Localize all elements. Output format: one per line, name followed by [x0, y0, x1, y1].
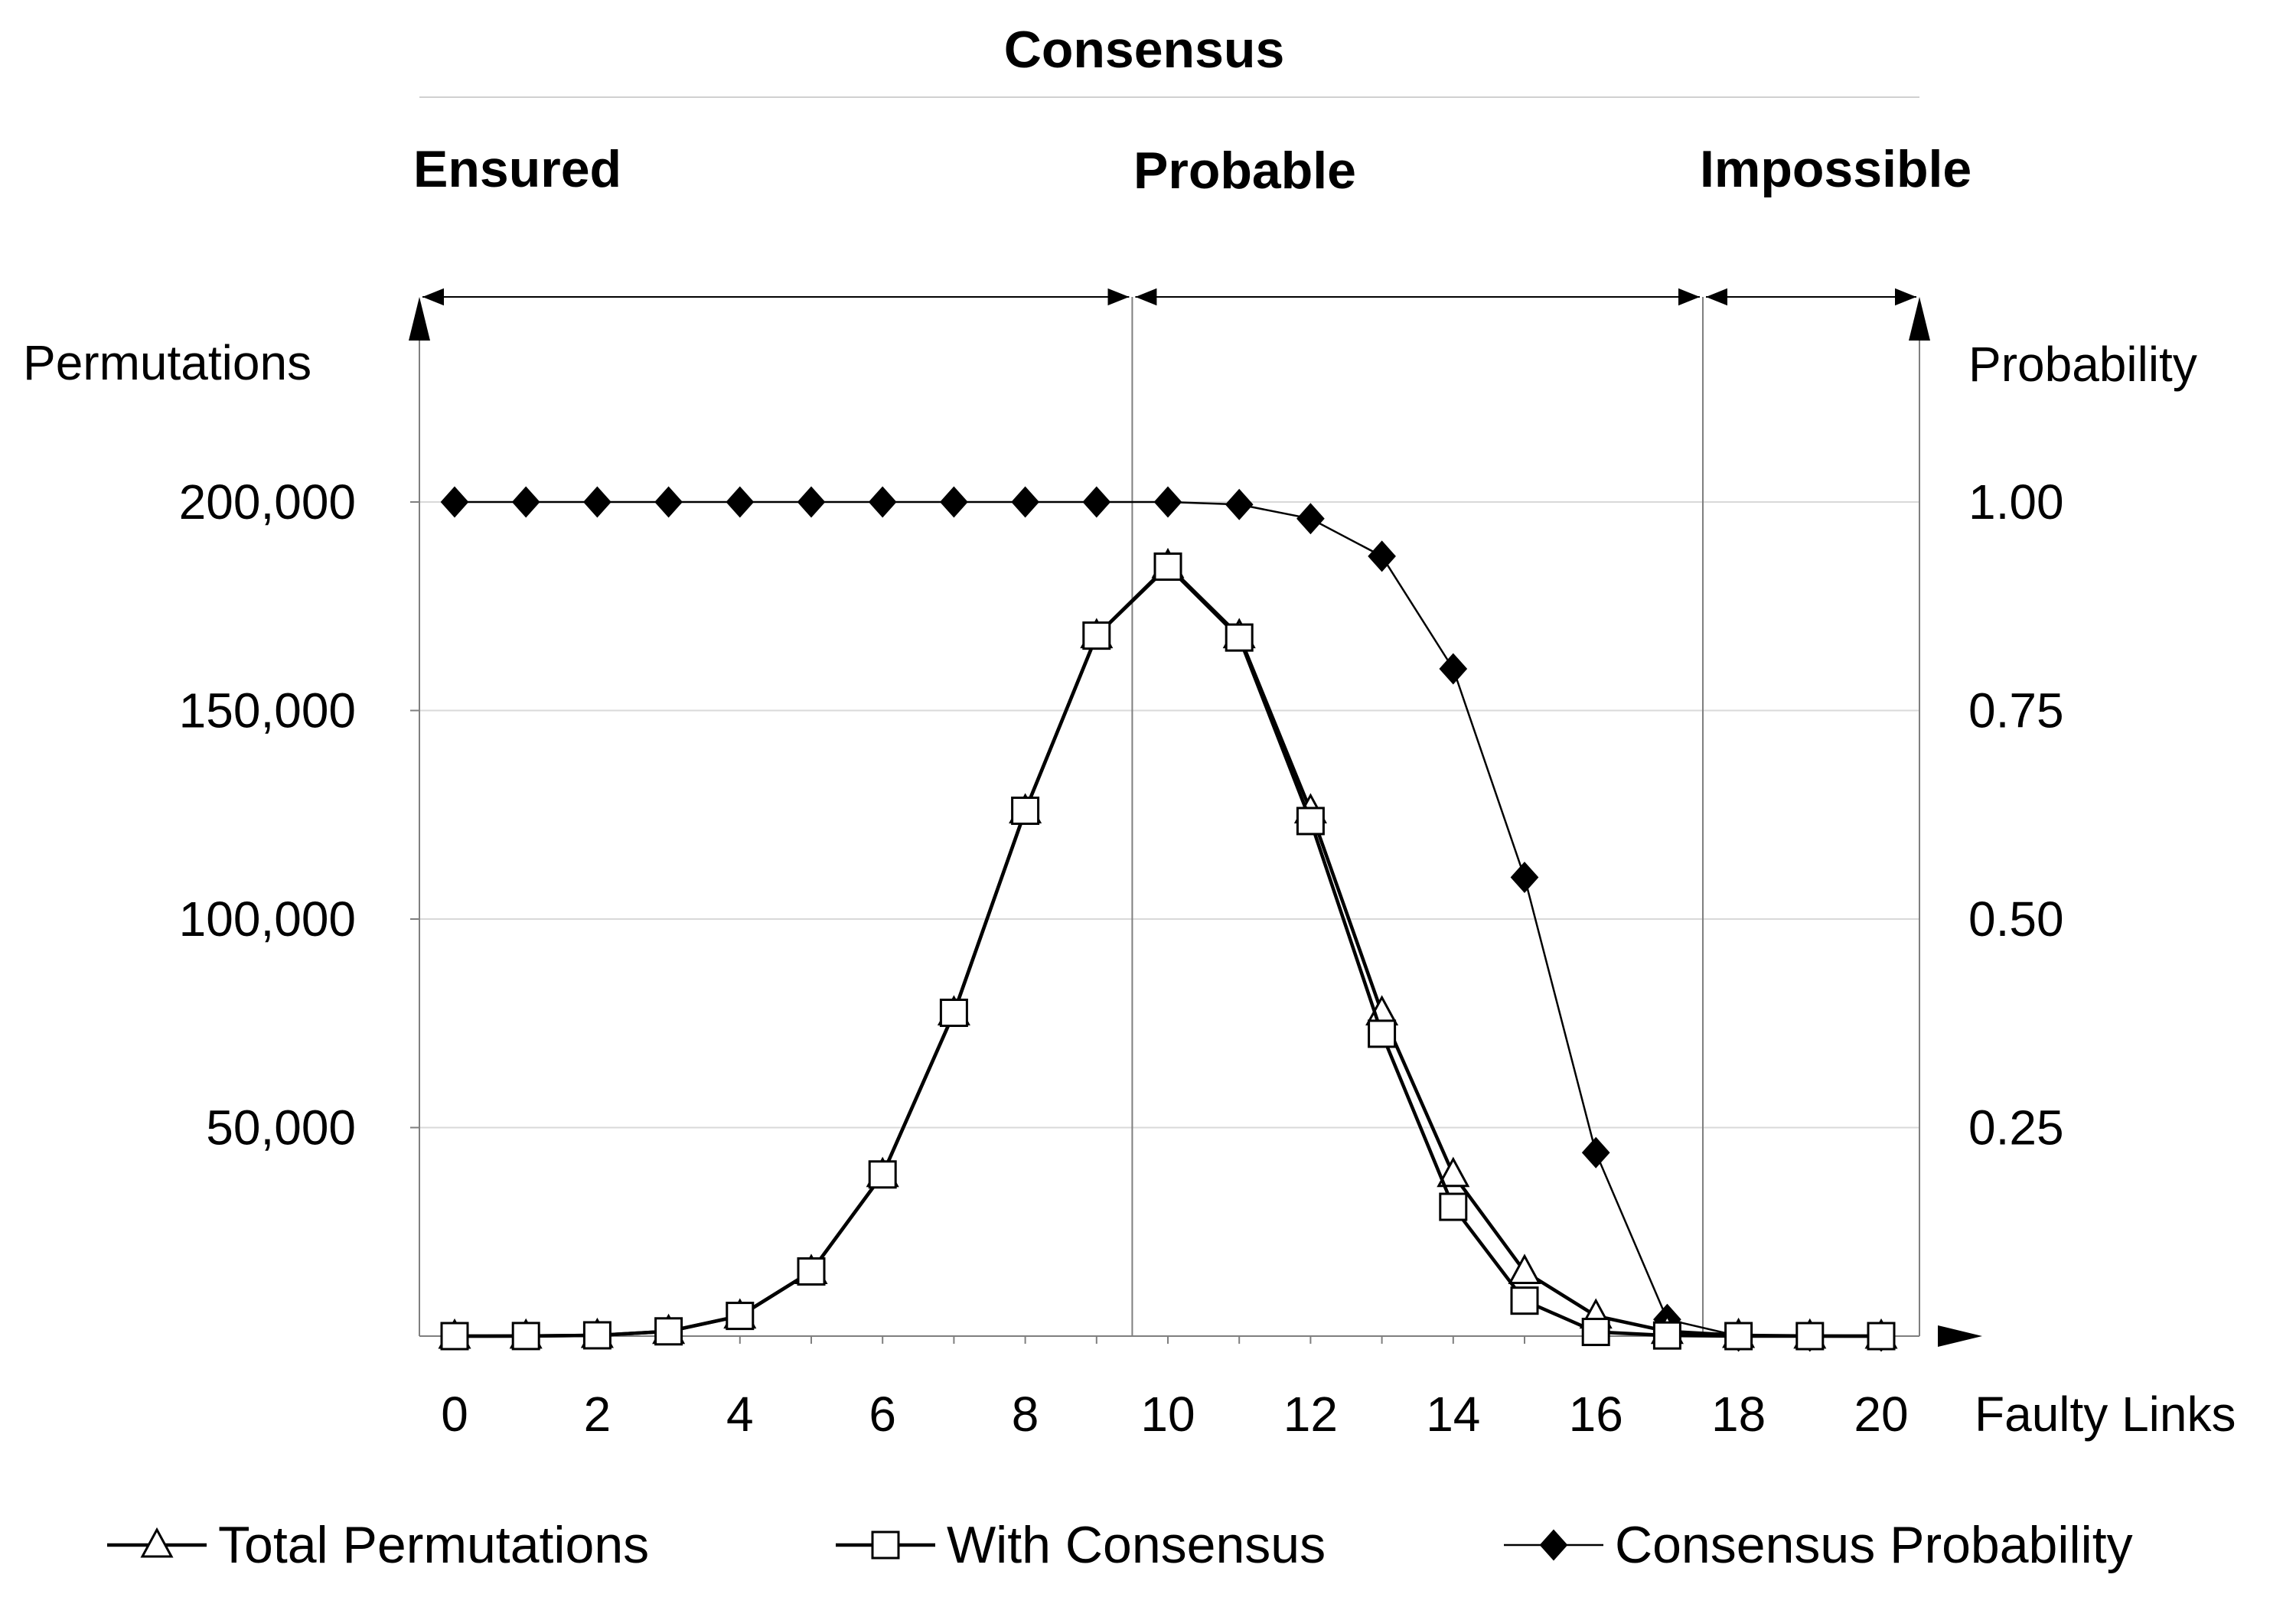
y-left-axis-arrow: [409, 297, 430, 341]
region-label-impossible: Impossible: [1700, 140, 1971, 198]
data-point: [440, 1322, 469, 1351]
data-point: [1011, 796, 1040, 825]
x-axis-arrow: [1938, 1325, 1982, 1347]
data-point: [1652, 1321, 1681, 1350]
data-point: [868, 486, 897, 518]
legend-label: Total Permutations: [218, 1516, 649, 1574]
y-right-label: Probability: [1968, 337, 2197, 392]
data-point: [1439, 653, 1468, 685]
data-point: [726, 1302, 755, 1331]
axes: [409, 297, 1982, 1347]
tick-labels: 0 2 4 6 8 10 12 14 16 18 20 50,000 100,000 150,000 200…: [179, 474, 2064, 1442]
data-point: [654, 486, 683, 518]
series-line: [454, 562, 1882, 1338]
data-point: [868, 1160, 897, 1189]
series-square: [440, 552, 1896, 1351]
series: [438, 486, 1898, 1352]
data-point: [1510, 862, 1539, 893]
data-point: [1368, 1019, 1397, 1048]
legend-marker-diamond: [1539, 1529, 1568, 1561]
data-point: [797, 486, 826, 518]
x-tick-label: 0: [441, 1387, 468, 1442]
data-point: [1581, 1318, 1610, 1347]
x-tick-label: 14: [1426, 1387, 1480, 1442]
legend-marker-triangle: [140, 1527, 174, 1558]
data-point: [726, 486, 755, 518]
x-axis-label: Faulty Links: [1975, 1387, 2236, 1442]
x-tick-label: 16: [1569, 1387, 1623, 1442]
data-point: [1437, 1156, 1470, 1188]
data-point: [797, 1257, 826, 1286]
data-point: [583, 486, 612, 518]
data-point: [1153, 486, 1182, 518]
data-point: [1439, 1192, 1468, 1221]
data-point: [1225, 488, 1254, 520]
data-point: [1296, 503, 1325, 535]
y-right-axis-arrow: [1909, 297, 1930, 341]
data-point: [1011, 486, 1039, 518]
y-left-tick-label: 50,000: [206, 1100, 356, 1156]
grid: [419, 501, 1919, 1129]
data-point: [1867, 1322, 1896, 1351]
y-right-tick-label: 0.75: [1968, 683, 2064, 738]
region-dividers: [422, 288, 1916, 1336]
region-label-probable: Probable: [1133, 142, 1356, 200]
data-point: [582, 1321, 612, 1350]
x-tick-label: 8: [1012, 1387, 1039, 1442]
x-tick-label: 2: [584, 1387, 612, 1442]
data-point: [1082, 621, 1111, 650]
x-tick-label: 6: [869, 1387, 896, 1442]
chart-title: Consensus: [1004, 21, 1285, 79]
y-right-tick-label: 0.25: [1968, 1100, 2064, 1156]
legend-label: With Consensus: [947, 1516, 1326, 1574]
y-right-tick-label: 1.00: [1968, 474, 2064, 530]
series-line: [454, 564, 1881, 1338]
legend: Total Permutations With Consensus Consensu…: [107, 1516, 2133, 1574]
data-point: [1082, 486, 1111, 518]
x-tick-label: 20: [1854, 1387, 1908, 1442]
data-point: [940, 486, 968, 518]
x-tick-label: 18: [1711, 1387, 1766, 1442]
data-point: [1225, 623, 1254, 652]
series-triangle: [438, 547, 1898, 1349]
data-point: [440, 486, 469, 518]
y-left-tick-label: 200,000: [179, 474, 356, 530]
region-label-ensured: Ensured: [413, 140, 621, 198]
y-right-tick-label: 0.50: [1968, 892, 2064, 947]
y-left-tick-label: 100,000: [179, 892, 356, 947]
data-point: [1724, 1322, 1753, 1351]
data-point: [1368, 540, 1396, 572]
legend-marker-square: [871, 1530, 900, 1560]
data-point: [654, 1317, 683, 1346]
x-tick-label: 12: [1283, 1387, 1338, 1442]
x-tick-label: 10: [1140, 1387, 1195, 1442]
data-point: [1153, 552, 1182, 581]
data-point: [1510, 1286, 1539, 1315]
y-left-label: Permutations: [23, 335, 311, 390]
data-point: [511, 1322, 540, 1351]
data-point: [1795, 1322, 1825, 1351]
legend-label: Consensus Probability: [1615, 1516, 2133, 1574]
data-point: [939, 999, 968, 1028]
data-point: [1581, 1136, 1610, 1169]
data-point: [511, 486, 540, 518]
y-left-tick-label: 150,000: [179, 683, 356, 738]
data-point: [1508, 1253, 1541, 1284]
x-tick-label: 4: [726, 1387, 754, 1442]
data-point: [1296, 807, 1325, 836]
